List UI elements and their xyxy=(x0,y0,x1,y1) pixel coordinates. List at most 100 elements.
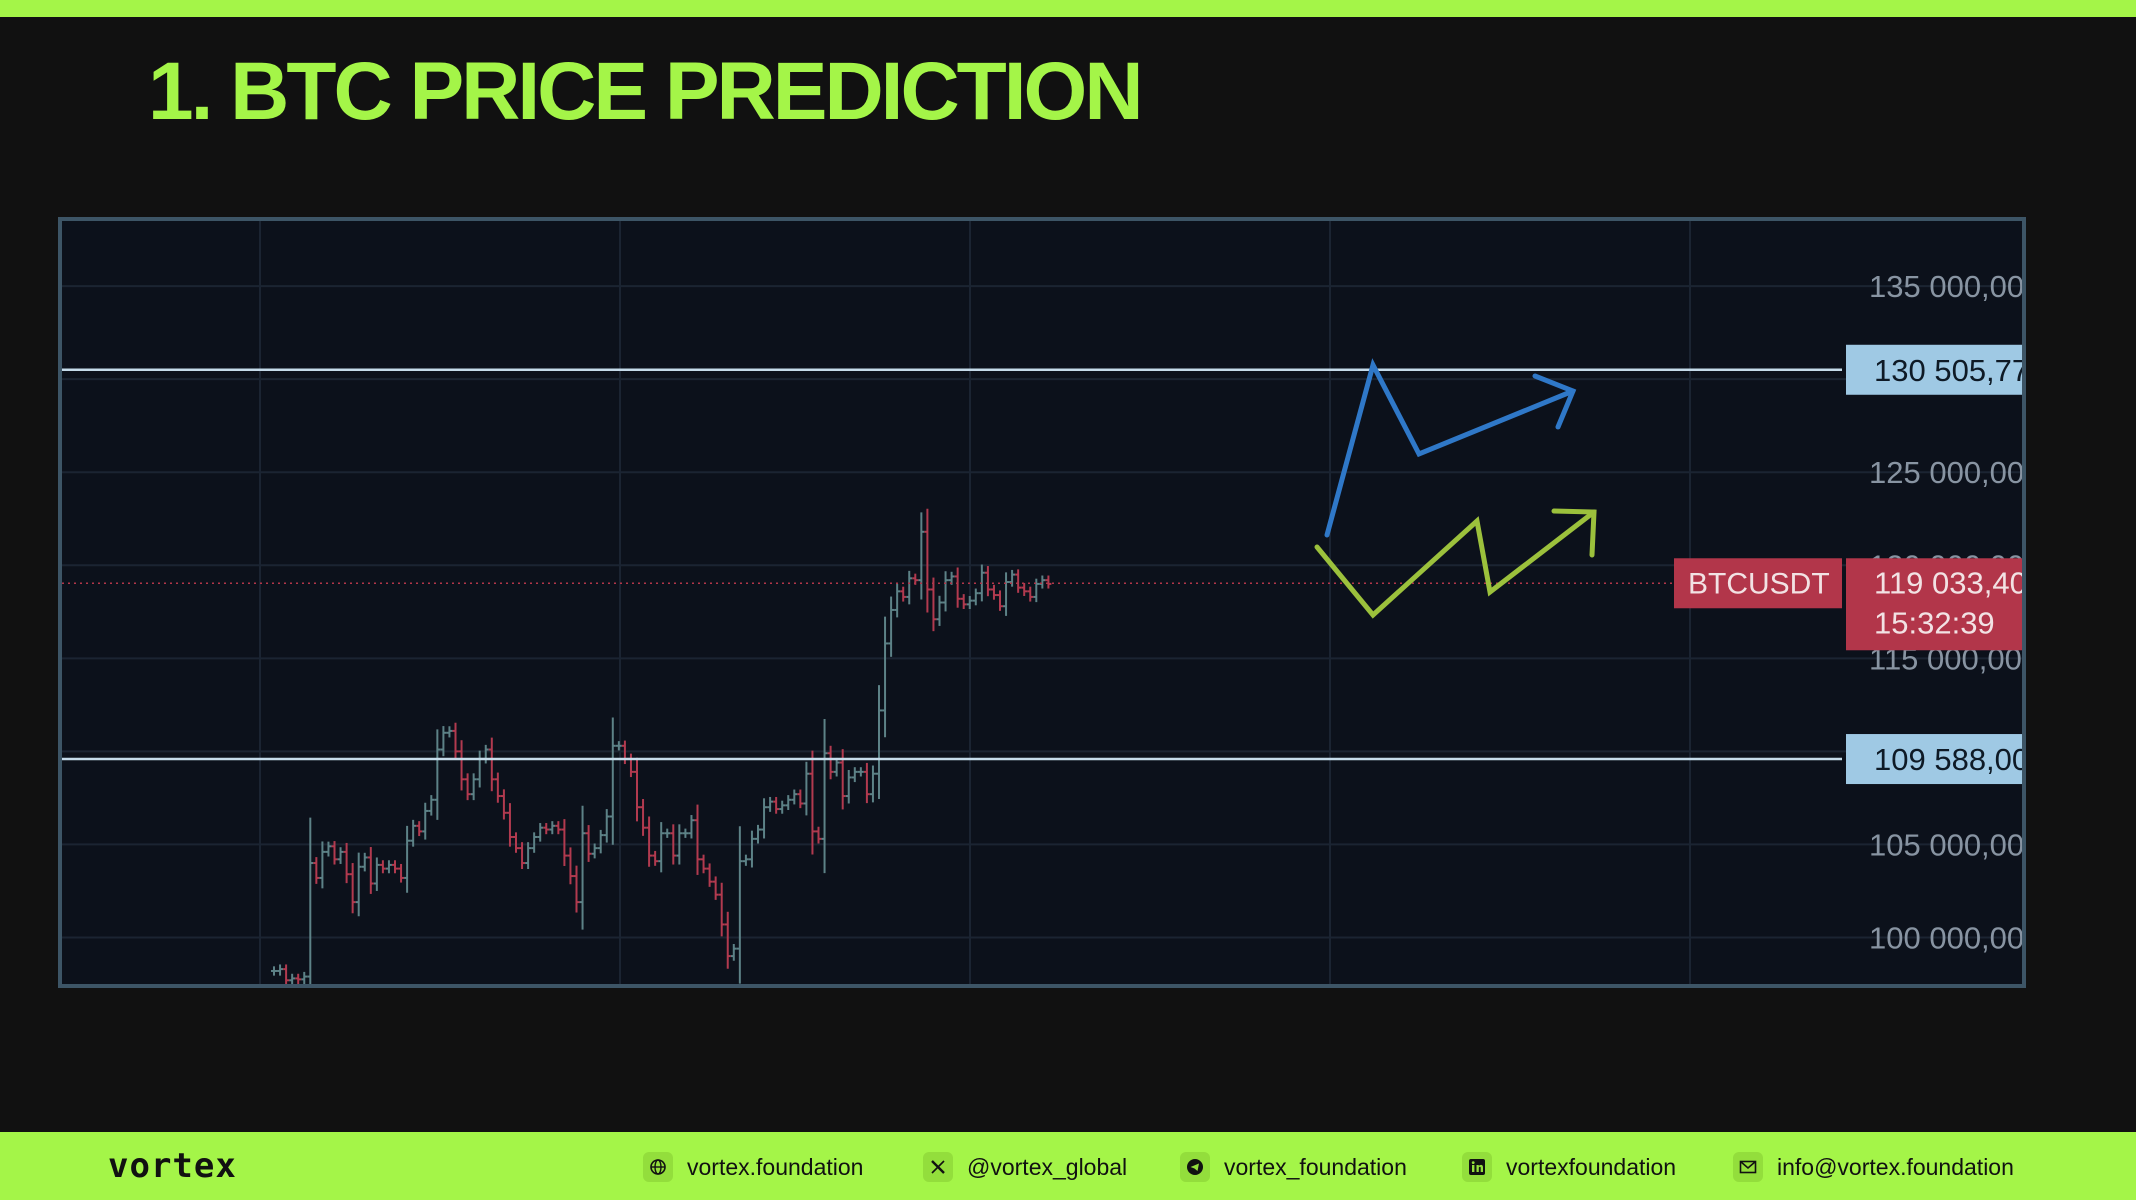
candle xyxy=(295,973,302,984)
countdown-label: 15:32:39 xyxy=(1874,605,1995,640)
y-axis-tick-label: 105 000,00 xyxy=(1869,827,2022,862)
vortex-logo: vortex xyxy=(108,1146,237,1186)
candle xyxy=(972,588,979,606)
candle xyxy=(761,798,768,839)
candle xyxy=(742,854,749,866)
level-price-label: 130 505,77 xyxy=(1874,353,2022,388)
candle xyxy=(1021,582,1028,596)
footer-link-linkedin-text: vortexfoundation xyxy=(1506,1153,1677,1180)
level-price-badge xyxy=(1846,734,2022,785)
candle xyxy=(640,799,647,836)
candle xyxy=(337,847,344,864)
footer-link-website[interactable]: vortex.foundation xyxy=(643,1150,863,1184)
candle xyxy=(857,767,864,777)
candle xyxy=(392,860,398,874)
candle xyxy=(410,819,417,847)
candle xyxy=(1015,569,1022,593)
candle xyxy=(646,816,653,867)
footer-link-linkedin[interactable]: vortexfoundation xyxy=(1462,1150,1676,1184)
candle xyxy=(500,789,507,820)
candle xyxy=(537,823,544,842)
candle xyxy=(591,843,598,859)
candle xyxy=(609,717,616,845)
candle xyxy=(597,829,604,854)
y-axis-tick-label: 135 000,00 xyxy=(1869,269,2022,304)
telegram-icon xyxy=(1180,1152,1210,1182)
candle xyxy=(876,685,882,800)
symbol-badge xyxy=(1674,558,1842,609)
footer-link-email[interactable]: info@vortex.foundation xyxy=(1733,1150,2014,1184)
candle xyxy=(422,802,429,840)
candle xyxy=(694,804,701,875)
candle xyxy=(434,729,441,820)
candle xyxy=(343,842,350,884)
page-title: 1. BTC PRICE PREDICTION xyxy=(148,46,1144,137)
candle xyxy=(809,750,816,855)
candle xyxy=(954,567,961,608)
level-price-label: 109 588,00 xyxy=(1874,742,2022,777)
candle xyxy=(513,832,519,853)
candle xyxy=(355,852,362,917)
candle xyxy=(918,512,925,600)
candle xyxy=(803,761,810,816)
candle xyxy=(906,570,913,605)
candle xyxy=(525,842,532,869)
candle xyxy=(688,815,695,839)
candle xyxy=(712,876,719,900)
candle xyxy=(730,943,737,961)
candle xyxy=(277,964,284,976)
candle xyxy=(404,825,411,893)
candle xyxy=(1003,572,1010,616)
candle xyxy=(555,821,562,835)
candle xyxy=(664,828,671,838)
candle xyxy=(863,762,870,804)
candle xyxy=(289,973,296,984)
mail-icon xyxy=(1733,1152,1763,1182)
candle xyxy=(827,745,834,780)
candle xyxy=(488,737,495,792)
candle xyxy=(476,750,483,788)
candle xyxy=(658,822,665,873)
candle xyxy=(942,571,949,612)
footer-link-telegram-text: vortex_foundation xyxy=(1224,1153,1407,1180)
candle xyxy=(470,773,477,801)
candle xyxy=(1027,586,1034,602)
candle xyxy=(398,863,405,883)
candle xyxy=(924,508,931,613)
candle xyxy=(773,796,780,814)
candle xyxy=(1009,569,1016,587)
candle xyxy=(755,824,761,844)
candle xyxy=(990,584,997,600)
candle xyxy=(748,830,755,868)
candle xyxy=(724,911,731,969)
candle xyxy=(791,789,798,805)
footer-link-x[interactable]: @vortex_global xyxy=(923,1150,1127,1184)
candle xyxy=(307,817,314,984)
candle xyxy=(416,821,423,837)
candle xyxy=(833,757,840,777)
candle xyxy=(670,824,677,865)
candle xyxy=(888,596,895,657)
footer-link-telegram[interactable]: vortex_foundation xyxy=(1180,1150,1407,1184)
candle-series xyxy=(271,508,1052,984)
candle xyxy=(349,863,356,914)
candle xyxy=(452,722,459,760)
candle xyxy=(984,566,991,597)
candle xyxy=(652,850,659,866)
alternate-prediction-arrowhead xyxy=(1551,508,1597,558)
candle xyxy=(1045,575,1052,589)
candle xyxy=(706,863,713,887)
candle xyxy=(494,772,501,803)
candle xyxy=(736,826,743,984)
candle xyxy=(367,847,374,894)
candle xyxy=(313,857,320,884)
candle xyxy=(779,800,786,814)
candle xyxy=(385,860,392,874)
candle xyxy=(1033,578,1040,603)
current-price-label: 119 033,40 xyxy=(1874,565,2022,600)
globe-icon xyxy=(643,1152,673,1182)
candle xyxy=(464,773,471,801)
candle xyxy=(882,616,889,738)
